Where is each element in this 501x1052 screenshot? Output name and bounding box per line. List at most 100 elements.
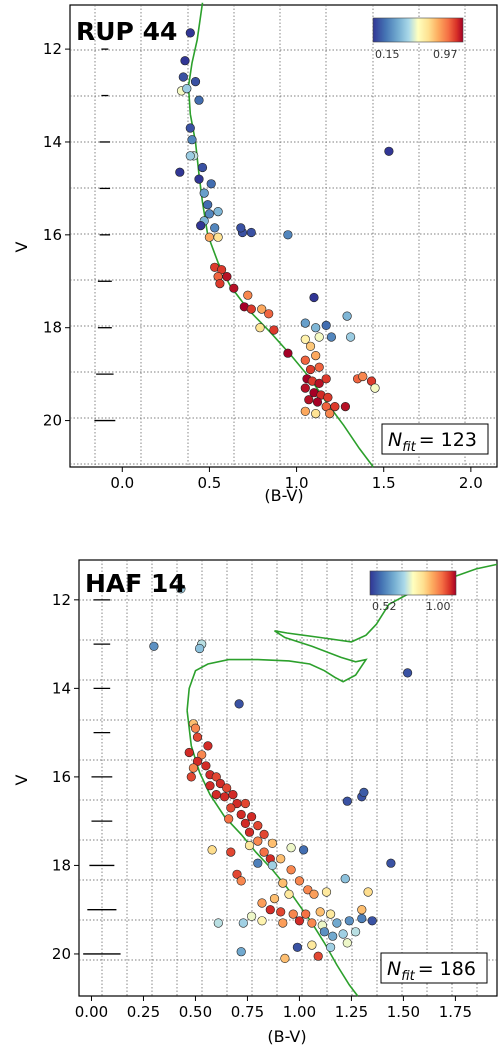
chart-title: RUP 44 — [76, 17, 177, 46]
data-point — [210, 223, 220, 233]
data-point — [176, 584, 186, 594]
y-tick-label: 18 — [52, 856, 71, 874]
data-point — [283, 348, 293, 358]
data-point — [180, 56, 190, 66]
plot-area — [78, 559, 498, 997]
data-point — [213, 207, 223, 217]
data-point — [247, 911, 257, 921]
data-point — [182, 83, 192, 94]
data-point — [312, 397, 323, 407]
data-point — [367, 916, 377, 926]
x-tick-label: 1.00 — [283, 1003, 316, 1021]
data-point — [311, 323, 321, 333]
y-tick-label: 12 — [52, 591, 71, 609]
data-point — [269, 893, 280, 904]
data-point — [280, 953, 290, 964]
data-point — [205, 781, 215, 791]
data-point — [236, 223, 246, 233]
data-point — [403, 668, 413, 678]
data-point — [188, 763, 198, 773]
data-point — [303, 885, 313, 895]
data-point — [286, 843, 296, 853]
data-point — [363, 887, 373, 897]
data-point — [351, 927, 361, 937]
y-tick-label: 14 — [52, 679, 71, 697]
data-point — [253, 836, 263, 846]
nfit-annotation: Nfit = 123 — [388, 429, 477, 455]
x-tick-label: 1.75 — [439, 1003, 472, 1021]
data-point — [340, 874, 350, 884]
data-point — [305, 341, 316, 351]
data-point — [257, 898, 267, 908]
data-point — [342, 796, 352, 806]
x-tick-label: 2.0 — [459, 474, 483, 492]
panel-haf14: 0.00 0.25 0.50 0.75 1.00 1.25 1.50 1.75 1214161… — [12, 559, 498, 1046]
data-point — [257, 916, 267, 926]
data-point — [300, 406, 310, 416]
data-point — [314, 378, 324, 389]
data-point — [321, 887, 332, 897]
data-point — [203, 200, 213, 210]
x-ticks: 0.0 0.5 1.0 1.5 2.0 — [110, 467, 483, 492]
data-point — [269, 325, 279, 335]
data-point — [255, 323, 265, 333]
data-point — [240, 818, 250, 829]
data-point — [283, 230, 293, 240]
data-point — [314, 332, 324, 342]
data-point — [309, 292, 319, 303]
data-point — [226, 803, 236, 813]
data-point — [276, 854, 286, 864]
data-point — [259, 829, 269, 840]
data-point — [326, 909, 336, 919]
x-tick-label: 1.25 — [335, 1003, 368, 1021]
data-point — [236, 809, 246, 820]
data-point — [311, 409, 321, 419]
x-ticks: 0.00 0.25 0.50 0.75 1.00 1.25 1.50 1.75 — [75, 996, 472, 1021]
data-point — [358, 371, 368, 382]
y-tick-label: 12 — [43, 40, 62, 58]
data-point — [213, 918, 223, 928]
data-point — [330, 402, 340, 412]
data-point — [338, 929, 348, 939]
data-point — [207, 845, 217, 855]
data-point — [323, 392, 333, 403]
data-point — [321, 320, 331, 331]
data-point — [199, 188, 209, 198]
x-tick-label: 1.0 — [285, 474, 309, 492]
data-point — [300, 355, 310, 365]
data-point — [224, 814, 234, 824]
data-point — [201, 761, 211, 771]
x-tick-label: 1.5 — [372, 474, 396, 492]
y-tick-label: 20 — [52, 945, 71, 963]
data-point — [340, 402, 351, 412]
x-tick-label: 0.00 — [75, 1003, 108, 1021]
data-point — [226, 847, 236, 857]
data-points — [149, 584, 413, 964]
data-point — [342, 311, 352, 321]
data-point — [243, 290, 253, 300]
colorbar-max-label: 0.97 — [433, 48, 458, 61]
data-point — [294, 876, 305, 886]
data-point — [301, 909, 311, 919]
y-tick-label: 20 — [43, 412, 62, 430]
data-point — [305, 364, 316, 375]
x-tick-label: 1.50 — [387, 1003, 420, 1021]
data-point — [178, 72, 188, 82]
data-point — [357, 905, 367, 915]
panel-rup44: 0.0 0.5 1.0 1.5 2.0 12 14 16 18 20 RUP 44 0.15 0… — [12, 2, 498, 505]
data-point — [370, 383, 380, 393]
y-ticks: 12 14 16 18 20 — [52, 591, 79, 963]
x-axis-label: (B-V) — [264, 486, 303, 505]
data-point — [185, 123, 195, 133]
data-point — [244, 827, 255, 837]
data-point — [194, 174, 204, 184]
data-point — [307, 918, 317, 928]
data-point — [300, 334, 310, 344]
data-point — [257, 304, 267, 314]
nfit-box — [381, 423, 489, 455]
chart-title: HAF 14 — [85, 569, 186, 598]
data-point — [197, 750, 207, 760]
colorbar — [369, 570, 457, 596]
data-point — [292, 942, 303, 952]
